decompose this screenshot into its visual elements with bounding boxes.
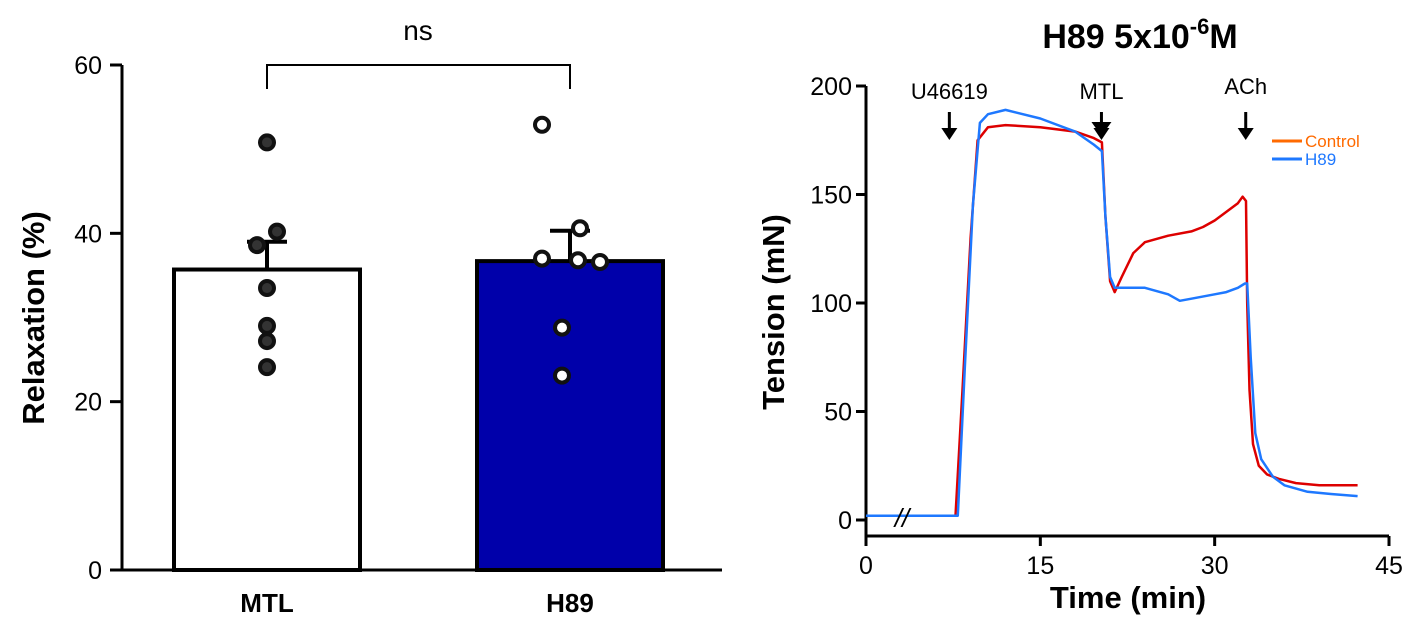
line-x-tick-label: 45 xyxy=(1375,552,1403,580)
event-label: ACh xyxy=(1224,74,1267,99)
data-point xyxy=(258,133,276,152)
data-point xyxy=(258,279,276,298)
data-point xyxy=(268,222,286,241)
bar-y-tick-label: 60 xyxy=(74,52,102,80)
line-chart-title: H89 5x10-6M xyxy=(1042,14,1237,56)
event-label: MTL xyxy=(1079,79,1123,104)
bar-category-label: H89 xyxy=(546,588,594,618)
bars xyxy=(172,115,665,572)
bar-y-tick-label: 40 xyxy=(74,220,102,248)
line-y-tick-label: 100 xyxy=(810,290,852,318)
data-point xyxy=(258,316,276,335)
line-y-tick-label: 200 xyxy=(810,73,852,101)
bar-category-labels: MTL H89 xyxy=(240,588,594,618)
title-exponent: -6 xyxy=(1190,14,1210,39)
line-x-tick-label: 0 xyxy=(859,552,873,580)
line-y-tick-label: 50 xyxy=(824,399,852,427)
title-suffix: M xyxy=(1209,18,1237,56)
bar-h89 xyxy=(475,259,665,572)
event-arrow-head xyxy=(941,128,958,140)
line-y-axis-title: Tension (mN) xyxy=(756,214,791,410)
significance-bracket xyxy=(266,64,571,89)
data-point xyxy=(533,249,551,268)
data-point xyxy=(569,251,587,270)
event-arrow-head xyxy=(1091,122,1112,136)
event-arrow-head xyxy=(1237,128,1254,140)
axis-break-mark: // xyxy=(893,503,912,533)
significance-label: ns xyxy=(403,15,433,46)
title-main: H89 5x10 xyxy=(1042,18,1189,56)
data-point xyxy=(553,366,571,385)
legend-label-h89: H89 xyxy=(1305,150,1336,169)
line-x-tick-label: 15 xyxy=(1026,552,1054,580)
series-line-h89 xyxy=(866,108,1358,517)
data-point xyxy=(591,252,609,271)
line-y-tick-label: 0 xyxy=(838,507,852,535)
bar-mtl xyxy=(172,267,362,572)
data-point xyxy=(533,115,551,134)
legend-label-control: Control xyxy=(1305,132,1360,151)
line-x-axis-title: Time (min) xyxy=(1050,580,1206,615)
data-point xyxy=(553,318,571,337)
bar-y-axis-title: Relaxation (%) xyxy=(16,211,51,425)
bar-y-ticks: 0 20 40 60 xyxy=(74,52,122,585)
series-line-control xyxy=(866,123,1358,517)
bar-y-tick-label: 20 xyxy=(74,389,102,417)
data-point xyxy=(571,219,589,238)
bar-y-tick-label: 0 xyxy=(88,557,102,585)
data-point xyxy=(258,358,276,377)
bar-category-label: MTL xyxy=(240,588,294,618)
data-point xyxy=(248,236,266,255)
line-ticks: 0 50 100 150 200 0 15 30 45 xyxy=(810,73,1403,580)
event-arrows: U46619 MTL ACh xyxy=(911,74,1267,140)
line-series xyxy=(866,108,1358,517)
legend: Control H89 xyxy=(1272,132,1360,169)
bar-chart-panel: 0 20 40 60 MTL H89 ns Relaxation (%) xyxy=(16,15,722,618)
data-point xyxy=(258,332,276,351)
line-y-tick-label: 150 xyxy=(810,182,852,210)
line-x-tick-label: 30 xyxy=(1201,552,1229,580)
event-label: U46619 xyxy=(911,79,988,104)
